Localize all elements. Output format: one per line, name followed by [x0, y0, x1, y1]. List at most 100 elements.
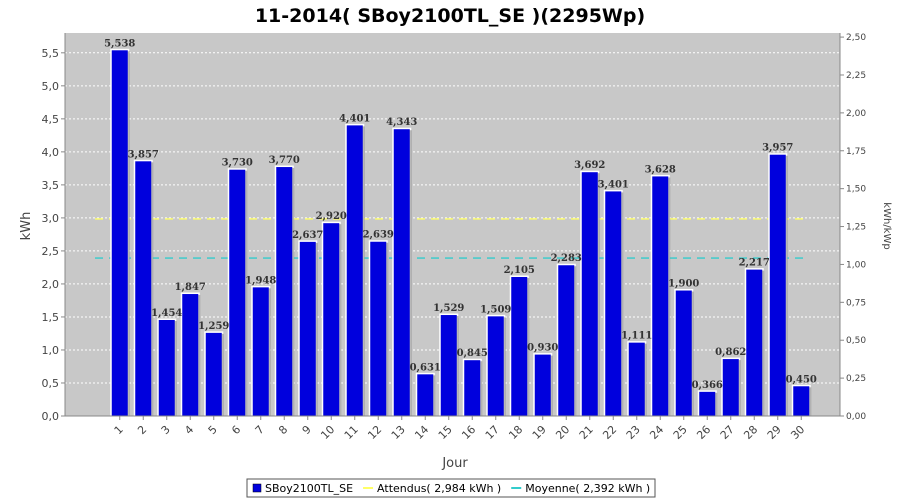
- bar-value-label: 2,639: [363, 230, 394, 241]
- y-tick-label: 1,0: [42, 344, 60, 357]
- x-tick-label: 12: [365, 423, 384, 442]
- y-tick-label: 5,0: [42, 80, 60, 93]
- bar-value-label: 3,401: [598, 179, 629, 190]
- y-tick-label: 0,5: [42, 377, 60, 390]
- bar-value-label: 0,862: [715, 347, 746, 358]
- bar: [111, 50, 128, 417]
- x-tick-label: 30: [788, 423, 807, 442]
- x-tick-label: 20: [553, 423, 572, 442]
- bar-value-label: 1,948: [245, 275, 276, 286]
- bar: [158, 319, 175, 416]
- legend-label: Attendus( 2,984 kWh ): [377, 482, 501, 495]
- bar: [487, 316, 504, 416]
- bar-value-label: 0,631: [410, 362, 441, 373]
- y-tick-label: 3,5: [42, 179, 60, 192]
- x-tick-label: 6: [229, 423, 243, 437]
- bar-value-label: 1,259: [198, 321, 229, 332]
- legend-swatch: [252, 483, 262, 493]
- bar-value-label: 2,283: [551, 253, 582, 264]
- bar-value-label: 1,111: [621, 331, 652, 342]
- bar: [652, 176, 669, 416]
- y-tick-label: 4,5: [42, 113, 60, 126]
- y-tick-label: 2,5: [42, 245, 60, 258]
- x-tick-label: 5: [206, 423, 220, 437]
- x-tick-label: 26: [694, 423, 713, 442]
- bar-value-label: 0,366: [692, 380, 723, 391]
- bar: [182, 294, 199, 416]
- y-tick-label: 4,0: [42, 146, 60, 159]
- y2-tick-label: 2,00: [846, 109, 866, 119]
- x-tick-label: 24: [647, 423, 666, 442]
- y-axis-label: kWh: [19, 212, 34, 241]
- legend-box: [246, 478, 656, 498]
- bar-value-label: 0,845: [457, 348, 488, 359]
- bar-value-label: 1,847: [175, 282, 206, 293]
- x-tick-label: 28: [741, 423, 760, 442]
- legend-label: Moyenne( 2,392 kWh ): [525, 482, 650, 495]
- x-tick-label: 7: [253, 423, 267, 437]
- x-tick-label: 16: [459, 423, 478, 442]
- y2-axis-label: kWh/kWp: [881, 202, 892, 249]
- x-tick-label: 3: [159, 423, 173, 437]
- bar: [229, 169, 246, 416]
- bar-value-label: 4,343: [386, 117, 417, 128]
- y-tick-label: 3,0: [42, 212, 60, 225]
- bar-value-label: 3,770: [269, 155, 300, 166]
- x-tick-label: 11: [342, 423, 361, 442]
- bar: [205, 332, 222, 416]
- bar-value-label: 1,900: [668, 279, 699, 290]
- bar: [464, 360, 481, 416]
- bar: [628, 342, 645, 416]
- bar: [534, 354, 551, 416]
- bar: [605, 191, 622, 416]
- y2-tick-label: 0,25: [846, 374, 866, 384]
- bar-value-label: 3,628: [645, 164, 676, 175]
- bar-value-label: 5,538: [104, 38, 135, 49]
- bar-value-label: 3,692: [574, 160, 605, 171]
- y2-tick-label: 0,50: [846, 336, 866, 346]
- bar: [276, 167, 293, 416]
- x-tick-label: 2: [135, 423, 149, 437]
- x-tick-label: 27: [718, 423, 737, 442]
- legend-label: SBoy2100TL_SE: [265, 482, 353, 495]
- x-tick-label: 9: [300, 423, 314, 437]
- bar-value-label: 1,454: [151, 308, 182, 319]
- x-tick-label: 14: [412, 423, 431, 442]
- x-tick-label: 10: [318, 423, 337, 442]
- bar: [511, 276, 528, 416]
- bar: [346, 125, 363, 417]
- bar-value-label: 0,450: [786, 374, 817, 385]
- x-tick-label: 17: [483, 423, 502, 442]
- bar-value-label: 1,529: [433, 303, 464, 314]
- bar-value-label: 3,857: [128, 149, 159, 160]
- y-tick-label: 1,5: [42, 311, 60, 324]
- x-tick-label: 29: [765, 423, 784, 442]
- y-tick-label: 0,0: [42, 410, 60, 423]
- chart-title: 11-2014( SBoy2100TL_SE )(2295Wp): [255, 5, 645, 27]
- legend: SBoy2100TL_SE Attendus( 2,984 kWh ) Moyenn…: [246, 478, 656, 498]
- bar: [393, 129, 410, 417]
- bar-value-label: 2,217: [739, 258, 770, 269]
- x-tick-label: 21: [577, 423, 596, 442]
- x-tick-label: 8: [276, 423, 290, 437]
- bar-value-label: 2,637: [292, 230, 323, 241]
- bar: [440, 315, 457, 416]
- bar-value-label: 0,930: [527, 343, 558, 354]
- bar-value-label: 2,920: [316, 211, 347, 222]
- y2-tick-label: 0,00: [846, 412, 866, 422]
- y2-tick-label: 1,00: [846, 260, 866, 270]
- bar: [722, 359, 739, 416]
- bar: [699, 391, 716, 416]
- bar: [135, 161, 152, 416]
- bar-value-label: 3,957: [762, 143, 793, 154]
- y2-tick-label: 2,50: [846, 33, 866, 43]
- bar: [746, 269, 763, 416]
- bar-value-label: 2,105: [504, 265, 535, 276]
- y2-tick-label: 1,75: [846, 147, 866, 157]
- bar: [675, 290, 692, 416]
- x-tick-label: 13: [389, 423, 408, 442]
- bar: [769, 154, 786, 417]
- y-tick-label: 2,0: [42, 278, 60, 291]
- x-tick-label: 18: [506, 423, 525, 442]
